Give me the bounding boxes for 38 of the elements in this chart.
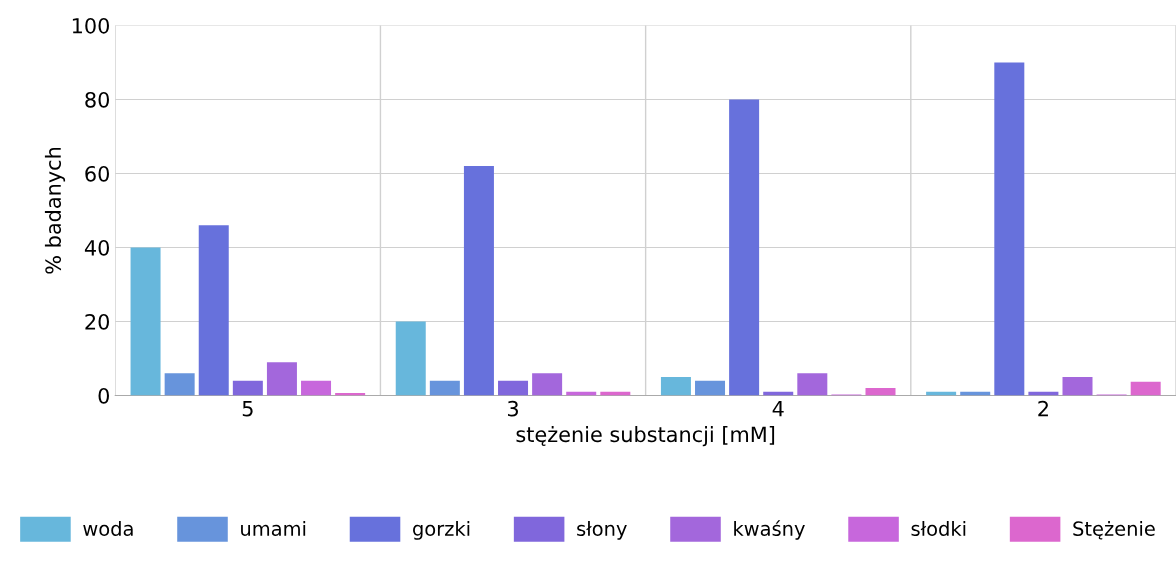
legend-label: umami bbox=[241, 520, 306, 536]
x-tick-label: 4 bbox=[772, 401, 784, 417]
bar bbox=[232, 380, 263, 396]
bar bbox=[301, 380, 332, 396]
legend-label: kwaśny bbox=[734, 520, 805, 540]
y-tick-label: 60 bbox=[85, 165, 109, 182]
y-tick-label: 20 bbox=[85, 313, 109, 330]
legend-label: słodki bbox=[911, 520, 966, 536]
bar bbox=[695, 380, 726, 396]
legend-label: woda bbox=[83, 520, 133, 536]
y-tick-label: 40 bbox=[84, 239, 109, 256]
x-axis-title: stężenie substancji [mM] bbox=[516, 426, 775, 447]
bar bbox=[164, 373, 195, 396]
legend-label: słony bbox=[577, 520, 627, 540]
bar bbox=[532, 373, 563, 396]
bar bbox=[660, 377, 691, 396]
bar bbox=[463, 166, 494, 396]
bar bbox=[1062, 377, 1093, 396]
y-tick-label: 0 bbox=[98, 387, 109, 404]
y-axis-title: % badanych bbox=[44, 147, 66, 274]
bar bbox=[1130, 381, 1161, 396]
bar bbox=[729, 99, 760, 396]
bar bbox=[498, 380, 529, 396]
bar bbox=[429, 380, 460, 396]
bar bbox=[395, 321, 426, 396]
bar bbox=[130, 247, 161, 396]
x-tick-label: 2 bbox=[1038, 400, 1048, 417]
bar bbox=[994, 62, 1025, 396]
legend-label: Stężenie bbox=[1073, 520, 1155, 540]
bar bbox=[266, 362, 297, 396]
x-tick-label: 5 bbox=[242, 401, 253, 417]
bar bbox=[797, 373, 828, 396]
bar bbox=[865, 388, 896, 396]
y-tick-label: 100 bbox=[72, 17, 109, 34]
y-tick-label: 80 bbox=[85, 91, 109, 108]
x-tick-label: 3 bbox=[507, 400, 518, 417]
legend-label: gorzki bbox=[413, 520, 470, 540]
bar bbox=[198, 225, 229, 396]
